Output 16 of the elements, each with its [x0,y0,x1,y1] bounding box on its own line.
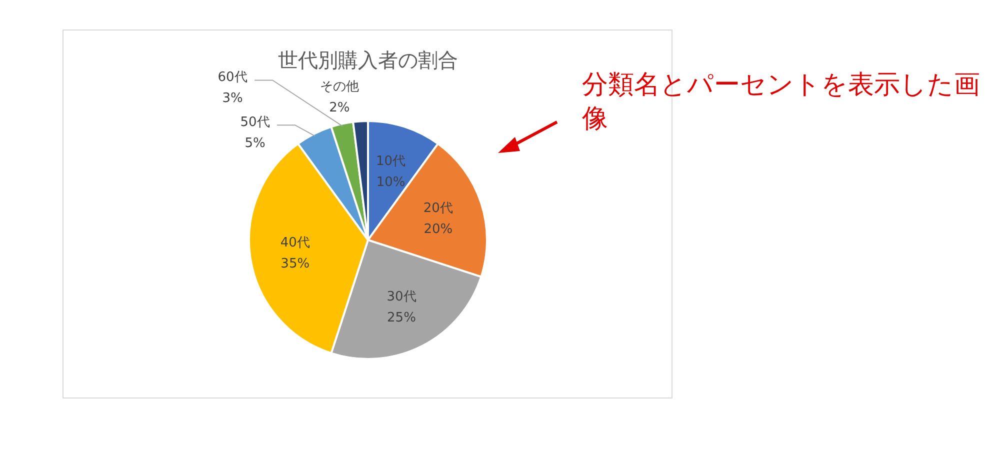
data-label: 35% [280,256,310,272]
slice-label: 50代 [240,115,270,130]
slice-label: その他 [320,79,359,94]
data-label: 25% [387,310,416,326]
slice-label: 20代 [423,201,453,216]
data-label: 2% [329,100,350,116]
data-label: 20% [424,222,453,238]
text: 分類名とパーセントを表示した画像 [582,69,981,136]
slice-label: 30代 [386,290,416,305]
data-label: 3% [222,91,243,106]
slice-label: 60代 [218,70,248,86]
data-label: 10% [376,174,406,190]
slice-label: 10代 [376,154,406,169]
slice-label: 40代 [280,236,310,251]
chart-title: 世代別購入者の割合 [278,48,458,72]
data-label: 5% [244,136,266,152]
